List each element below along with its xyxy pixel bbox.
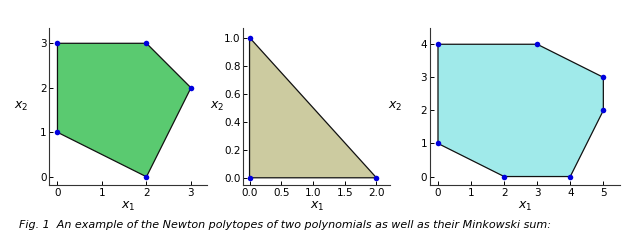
Point (598, 109, 609, 112)
Polygon shape (438, 44, 604, 176)
Y-axis label: $x_2$: $x_2$ (209, 100, 224, 113)
Polygon shape (58, 43, 191, 177)
Point (244, 36, 255, 39)
Point (141, 41, 152, 45)
Point (186, 86, 196, 90)
Y-axis label: $x_2$: $x_2$ (388, 100, 403, 113)
Point (499, 175, 509, 178)
Point (565, 175, 575, 178)
X-axis label: $x_1$: $x_1$ (121, 200, 135, 213)
Point (598, 76, 609, 79)
Y-axis label: $x_2$: $x_2$ (14, 100, 28, 113)
Point (433, 43, 443, 46)
Point (141, 175, 152, 179)
Point (532, 43, 542, 46)
X-axis label: $x_1$: $x_1$ (518, 200, 532, 213)
Text: Fig. 1  An example of the Newton polytopes of two polynomials as well as their M: Fig. 1 An example of the Newton polytope… (19, 220, 555, 230)
Point (371, 176, 381, 180)
Polygon shape (250, 37, 376, 178)
Point (52, 41, 63, 45)
X-axis label: $x_1$: $x_1$ (310, 200, 324, 213)
Point (244, 176, 255, 180)
Point (433, 142, 443, 145)
Point (52, 131, 63, 134)
